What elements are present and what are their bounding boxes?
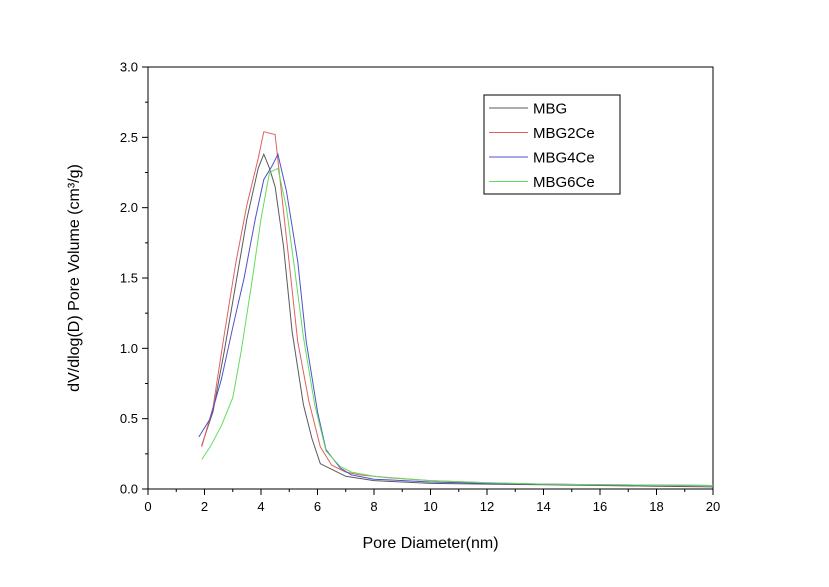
x-axis-title: Pore Diameter(nm) bbox=[362, 535, 498, 552]
legend-label-mbg6ce: MBG6Ce bbox=[533, 174, 595, 191]
x-tick-label: 8 bbox=[370, 499, 377, 514]
series-line-mbg6ce bbox=[201, 167, 714, 486]
y-tick-label: 1.0 bbox=[120, 341, 138, 356]
series-lines bbox=[198, 131, 714, 488]
legend: MBG MBG2Ce MBG4Ce MBG6Ce bbox=[483, 94, 621, 195]
x-tick-label: 12 bbox=[480, 499, 494, 514]
x-tick-label: 0 bbox=[144, 499, 151, 514]
x-tick-label: 16 bbox=[593, 499, 607, 514]
x-tick-label: 4 bbox=[257, 499, 264, 514]
series-line-mbg bbox=[201, 152, 714, 488]
y-tick-label: 3.0 bbox=[120, 60, 138, 75]
x-tick-label: 20 bbox=[706, 499, 720, 514]
x-axis-ticks: 0 2 4 6 8 10 12 14 16 18 20 bbox=[144, 489, 720, 514]
x-tick-label: 2 bbox=[201, 499, 208, 514]
y-tick-label: 2.5 bbox=[120, 130, 138, 145]
y-tick-label: 1.5 bbox=[120, 271, 138, 286]
series-line-mbg2ce bbox=[201, 131, 714, 486]
y-axis-title: dV/dlog(D) Pore Volume (cm³/g) bbox=[66, 164, 83, 392]
x-tick-label: 18 bbox=[649, 499, 663, 514]
x-tick-label: 6 bbox=[314, 499, 321, 514]
series-line-mbg4ce bbox=[198, 152, 714, 486]
plot-frame bbox=[147, 66, 714, 490]
legend-label-mbg2ce: MBG2Ce bbox=[533, 125, 595, 142]
y-tick-label: 0.0 bbox=[120, 482, 138, 497]
y-tick-label: 2.0 bbox=[120, 200, 138, 215]
y-tick-label: 0.5 bbox=[120, 411, 138, 426]
legend-box bbox=[483, 94, 621, 195]
legend-label-mbg4ce: MBG4Ce bbox=[533, 150, 595, 167]
x-tick-label: 10 bbox=[423, 499, 437, 514]
legend-label-mbg: MBG bbox=[533, 101, 567, 118]
x-tick-label: 14 bbox=[536, 499, 550, 514]
y-axis-ticks: 0.0 0.5 1.0 1.5 2.0 2.5 3.0 bbox=[120, 60, 148, 497]
